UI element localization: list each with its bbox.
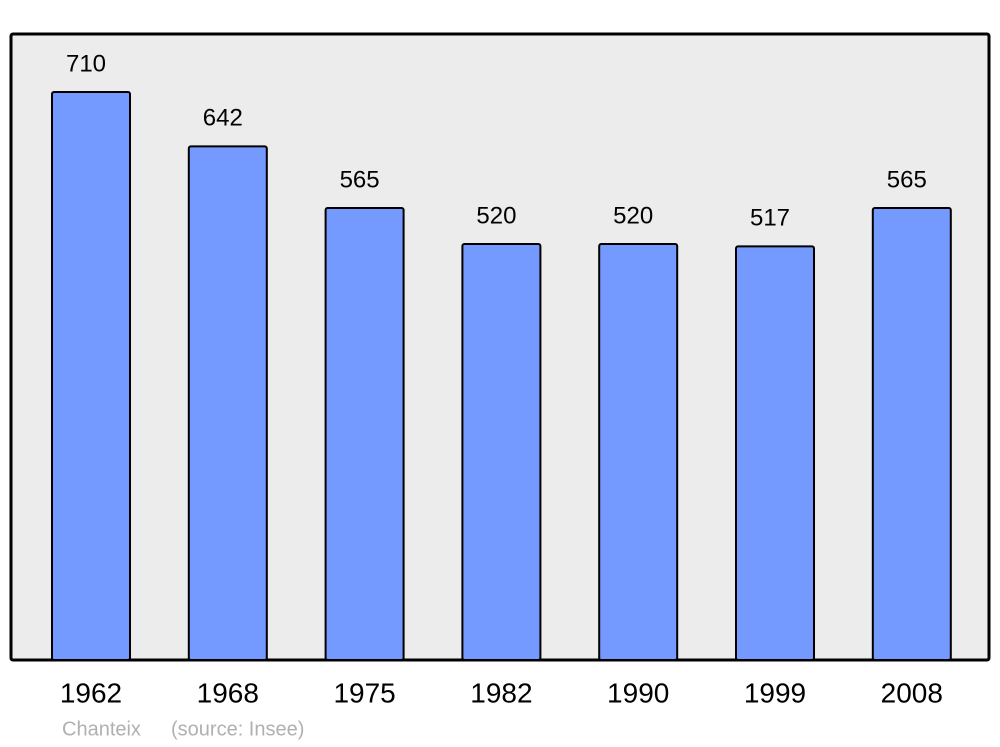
x-tick-label: 2008 <box>881 677 943 708</box>
bar <box>51 91 131 661</box>
value-label: 565 <box>340 166 380 193</box>
bar <box>871 207 952 661</box>
x-tick-label: 1982 <box>470 677 532 708</box>
bar <box>461 243 542 661</box>
x-tick-label: 1968 <box>197 677 259 708</box>
value-label: 642 <box>203 105 243 132</box>
bar <box>598 243 679 661</box>
value-label: 517 <box>750 205 790 232</box>
value-label: 565 <box>887 166 927 193</box>
place-name: Chanteix <box>62 718 141 740</box>
x-tick-label: 1999 <box>744 677 806 708</box>
bar <box>735 245 815 661</box>
bar <box>324 207 405 661</box>
bar <box>187 145 268 661</box>
x-tick-label: 1990 <box>607 677 669 708</box>
value-label: 520 <box>613 202 653 229</box>
value-label: 520 <box>476 202 516 229</box>
x-tick-label: 1975 <box>333 677 395 708</box>
value-label: 710 <box>66 50 106 77</box>
x-tick-label: 1962 <box>60 677 122 708</box>
source-note: (source: Insee) <box>171 718 304 740</box>
